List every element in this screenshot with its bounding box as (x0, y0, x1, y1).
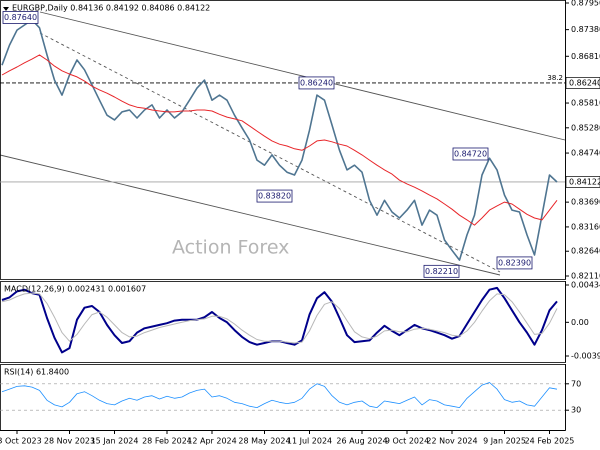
annotation-box (2, 11, 39, 24)
annotation-box (496, 256, 533, 270)
price-box (565, 176, 600, 188)
series-line (1, 382, 558, 408)
panel-title: RSI(14) 61.8400 (4, 368, 69, 377)
series-line (1, 54, 558, 226)
panel-title: EURGBP,Daily 0.84136 0.84192 0.84086 0.8… (12, 4, 210, 13)
y-tick-label: 0.00 (571, 318, 589, 327)
price-box-label: 0.84122 (569, 177, 600, 186)
channel-lines (0, 11, 566, 276)
x-tick-label: 22 Nov 2024 (426, 437, 477, 446)
annotation-box (423, 264, 460, 278)
annotation-label: 0.86240 (300, 78, 333, 87)
annotation-box (452, 147, 489, 161)
x-tick-label: 9 Jan 2025 (483, 437, 526, 446)
y-tick-label: 70 (571, 379, 581, 388)
annotation-label: 0.82210 (425, 267, 458, 276)
x-tick-label: 26 Aug 2024 (336, 437, 387, 446)
annotation-box (256, 189, 293, 203)
x-tick-label: 12 Apr 2024 (187, 437, 236, 446)
mid-trendline (39, 32, 501, 273)
price-box (565, 77, 600, 89)
annotation-box (298, 76, 335, 90)
y-tick-label: 30 (571, 406, 581, 415)
lower-channel (0, 154, 501, 276)
x-tick-label: 13 Oct 2023 (0, 437, 42, 446)
x-tick-label: 28 Feb 2024 (142, 437, 192, 446)
title-marker (3, 7, 9, 11)
x-tick-label: 28 May 2024 (238, 437, 290, 446)
annotation-label: 0.82390 (498, 258, 531, 267)
series-line (1, 286, 558, 354)
price-box-label: 0.86240 (569, 78, 600, 87)
series-line (1, 19, 558, 261)
watermark: Action Forex (172, 237, 289, 259)
y-tick-label: 0.004341 (571, 280, 600, 289)
panel-frame (0, 364, 566, 431)
x-tick-label: 9 Oct 2024 (385, 437, 429, 446)
series-line (1, 292, 558, 344)
annotation-label: 0.87640 (4, 13, 37, 22)
upper-channel (39, 11, 566, 141)
annotation-label: 0.84720 (454, 149, 487, 158)
x-tick-label: 28 Nov 2023 (44, 437, 95, 446)
panel-frame (0, 281, 566, 363)
x-tick-label: 24 Feb 2025 (525, 437, 575, 446)
x-tick-label: 15 Jan 2024 (91, 437, 139, 446)
y-tick-label: -0.003916 (571, 351, 600, 360)
x-tick-label: 11 Jul 2024 (287, 437, 332, 446)
annotation-label: 0.83820 (258, 192, 291, 201)
panel-title: MACD(12,26,9) 0.002431 0.001607 (4, 285, 146, 294)
fib-label: 38.2 (547, 74, 563, 82)
